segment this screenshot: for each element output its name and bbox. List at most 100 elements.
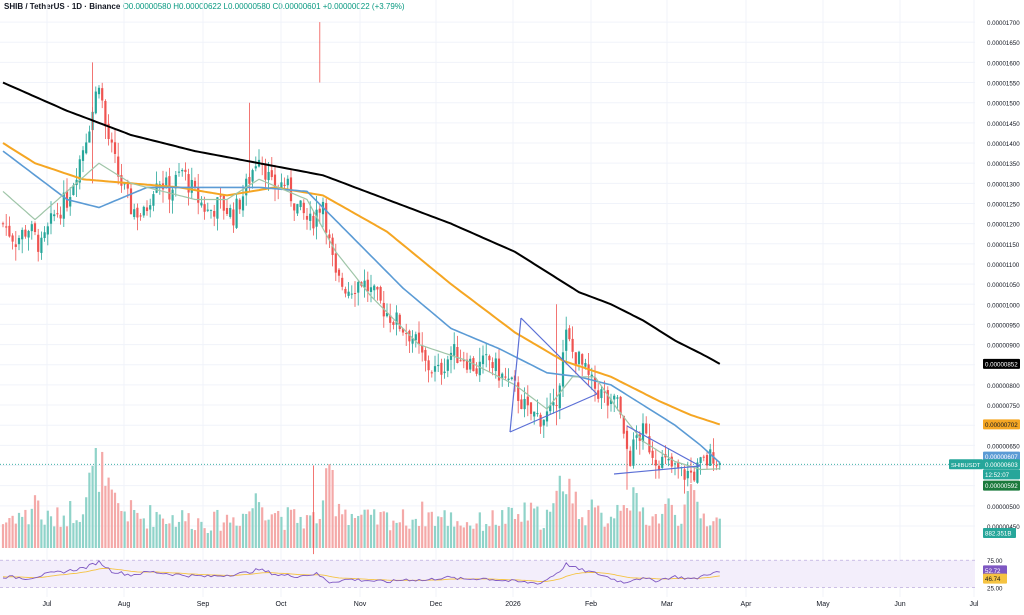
volume-bar (632, 487, 635, 548)
candle (315, 209, 318, 227)
price-tick-label: 0.00001600 (987, 60, 1020, 67)
volume-bar (30, 508, 33, 548)
candle (408, 330, 411, 342)
candle (193, 180, 197, 187)
candle (369, 287, 373, 292)
volume-bar (91, 465, 94, 548)
volume-bar (222, 522, 225, 548)
price-tick-label: 0.00001350 (987, 161, 1020, 168)
volume-bar (366, 509, 369, 548)
trendline (520, 317, 598, 395)
volume-bar (184, 521, 187, 548)
rsi-line (2, 559, 720, 585)
volume-bar (501, 510, 504, 548)
volume-bar (558, 475, 561, 548)
symbol-title: SHIB / TetherUS · 1D · Binance (4, 2, 121, 11)
volume-bar (251, 508, 254, 548)
candle (206, 209, 209, 211)
candle (149, 205, 152, 210)
volume-bar (299, 516, 302, 548)
volume-bar (305, 515, 309, 548)
ma-line-ma200 (2, 81, 721, 365)
volume-bar (168, 523, 171, 548)
candle (101, 88, 104, 101)
volume-bar (664, 503, 667, 548)
volume-bar (446, 525, 449, 548)
candle (110, 139, 113, 143)
time-tick-label: Dec (430, 601, 443, 608)
candle (417, 332, 421, 344)
volume-bar (593, 507, 597, 548)
candle (72, 185, 75, 196)
volume-bar (456, 521, 459, 548)
volume-bar (309, 515, 312, 548)
volume-bar (421, 501, 424, 548)
volume-bar (619, 510, 622, 548)
volume-bar (504, 523, 507, 548)
volume-bar (609, 516, 613, 548)
volume-bar (353, 518, 357, 548)
volume-badge-bg (983, 528, 1016, 538)
volume-bar (181, 510, 184, 548)
volume-bar (507, 507, 510, 548)
candle (251, 170, 254, 182)
candle (309, 213, 312, 221)
candle (363, 280, 366, 288)
candle (446, 359, 449, 371)
volume-bar (699, 518, 702, 548)
trendlines (509, 317, 701, 475)
volume-bar (696, 501, 699, 548)
volume-bar (686, 491, 689, 548)
candle (1, 223, 5, 225)
candle (152, 194, 155, 206)
price-tick-label: 0.00001700 (987, 20, 1020, 27)
candle (49, 213, 53, 224)
volume-bar (485, 524, 488, 548)
candle (94, 91, 97, 114)
volume-bar (542, 528, 545, 548)
volume-bar (350, 513, 353, 548)
volume-bar (200, 521, 203, 548)
candle (702, 456, 705, 458)
volume-bar (283, 529, 286, 548)
price-tick-label: 0.00001250 (987, 201, 1020, 208)
volume-bar (392, 520, 395, 548)
candle (40, 237, 43, 253)
volume-bar (257, 502, 261, 548)
candle (165, 177, 168, 188)
price-tick-label: 0.00001100 (987, 262, 1020, 269)
candle (213, 210, 216, 217)
volume-bar (101, 451, 104, 548)
candle (379, 286, 382, 301)
volume-bar (376, 524, 379, 548)
volume-bar (545, 509, 549, 548)
volume-bar (5, 522, 8, 548)
volume-bar (78, 521, 81, 548)
candle (344, 288, 347, 294)
candle (539, 414, 542, 427)
candle (568, 328, 571, 340)
candle (241, 196, 245, 211)
volume-bar (709, 525, 712, 548)
candle (651, 450, 654, 458)
volume-bar (481, 530, 485, 548)
volume-bar (302, 528, 305, 548)
time-tick-label: Apr (741, 601, 753, 608)
volume-bar (289, 509, 293, 548)
volume-bar (600, 512, 603, 548)
symbol-tag: SHIBUSDT (951, 463, 981, 469)
volume-bar (526, 520, 529, 548)
last-price-badge: 0.00000603 (985, 462, 1018, 469)
volume-bar (155, 511, 158, 548)
price-tick-label: 0.00001500 (987, 101, 1020, 108)
candle (312, 215, 315, 229)
candle (561, 352, 565, 387)
rsi-band (0, 560, 975, 588)
volume-bar (59, 526, 62, 548)
volume-bar (37, 500, 40, 548)
candle (472, 358, 475, 372)
candle (107, 123, 110, 140)
volume-bar (443, 510, 446, 548)
candle (197, 187, 200, 203)
